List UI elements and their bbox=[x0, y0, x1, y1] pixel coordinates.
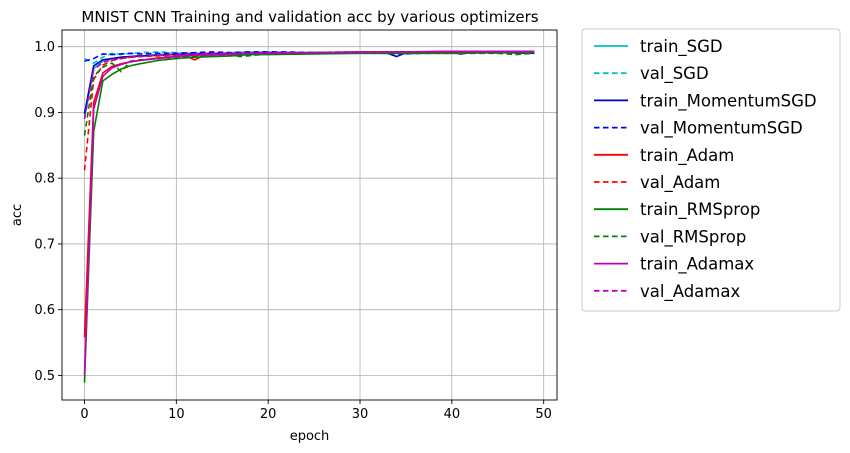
legend-label-val_Adamax: val_Adamax bbox=[640, 282, 740, 302]
legend-label-train_Adam: train_Adam bbox=[640, 146, 734, 166]
series-line-val_MomentumSGD bbox=[84, 51, 535, 62]
series-line-val_RMSprop bbox=[83, 52, 535, 136]
x-tick-label: 10 bbox=[168, 407, 185, 422]
x-tick-label: 50 bbox=[535, 407, 552, 422]
x-tick-label: 30 bbox=[352, 407, 369, 422]
legend-label-train_Adamax: train_Adamax bbox=[640, 255, 754, 275]
legend-label-train_MomentumSGD: train_MomentumSGD bbox=[640, 91, 817, 111]
series-line-train_Adamax bbox=[83, 50, 535, 376]
series-layer bbox=[83, 50, 535, 383]
legend-label-train_RMSprop: train_RMSprop bbox=[640, 200, 760, 220]
x-tick-label: 0 bbox=[80, 407, 88, 422]
x-tick-label: 40 bbox=[444, 407, 461, 422]
y-tick-label: 0.7 bbox=[34, 237, 55, 252]
y-axis-label: acc bbox=[10, 204, 25, 226]
grid bbox=[62, 30, 557, 400]
plot-frame bbox=[61, 29, 558, 401]
legend-box bbox=[581, 28, 841, 312]
legend-label-val_MomentumSGD: val_MomentumSGD bbox=[640, 119, 803, 139]
series-line-val_Adamax bbox=[83, 51, 535, 120]
y-tick-label: 1.0 bbox=[34, 40, 55, 55]
plot-area bbox=[83, 50, 535, 383]
y-tick-label: 0.6 bbox=[34, 303, 55, 318]
legend-label-val_Adam: val_Adam bbox=[640, 173, 720, 193]
legend: train_SGD val_SGD train_MomentumSGD val_Mom… bbox=[581, 28, 841, 312]
y-tick-label: 0.9 bbox=[34, 106, 55, 121]
legend-label-train_SGD: train_SGD bbox=[640, 37, 723, 57]
legend-label-val_SGD: val_SGD bbox=[640, 64, 709, 84]
series-line-train_RMSprop bbox=[83, 51, 535, 383]
axes: 0 10 20 30 40 50 0.5 0.6 0.7 0.8 0.9 1.0 bbox=[34, 29, 558, 422]
x-axis-label: epoch bbox=[290, 429, 330, 444]
x-tick-label: 20 bbox=[260, 407, 277, 422]
y-tick-label: 0.8 bbox=[34, 172, 55, 187]
y-tick-label: 0.5 bbox=[34, 369, 55, 384]
legend-label-val_RMSprop: val_RMSprop bbox=[640, 227, 746, 247]
chart-title: MNIST CNN Training and validation acc by… bbox=[81, 8, 538, 26]
